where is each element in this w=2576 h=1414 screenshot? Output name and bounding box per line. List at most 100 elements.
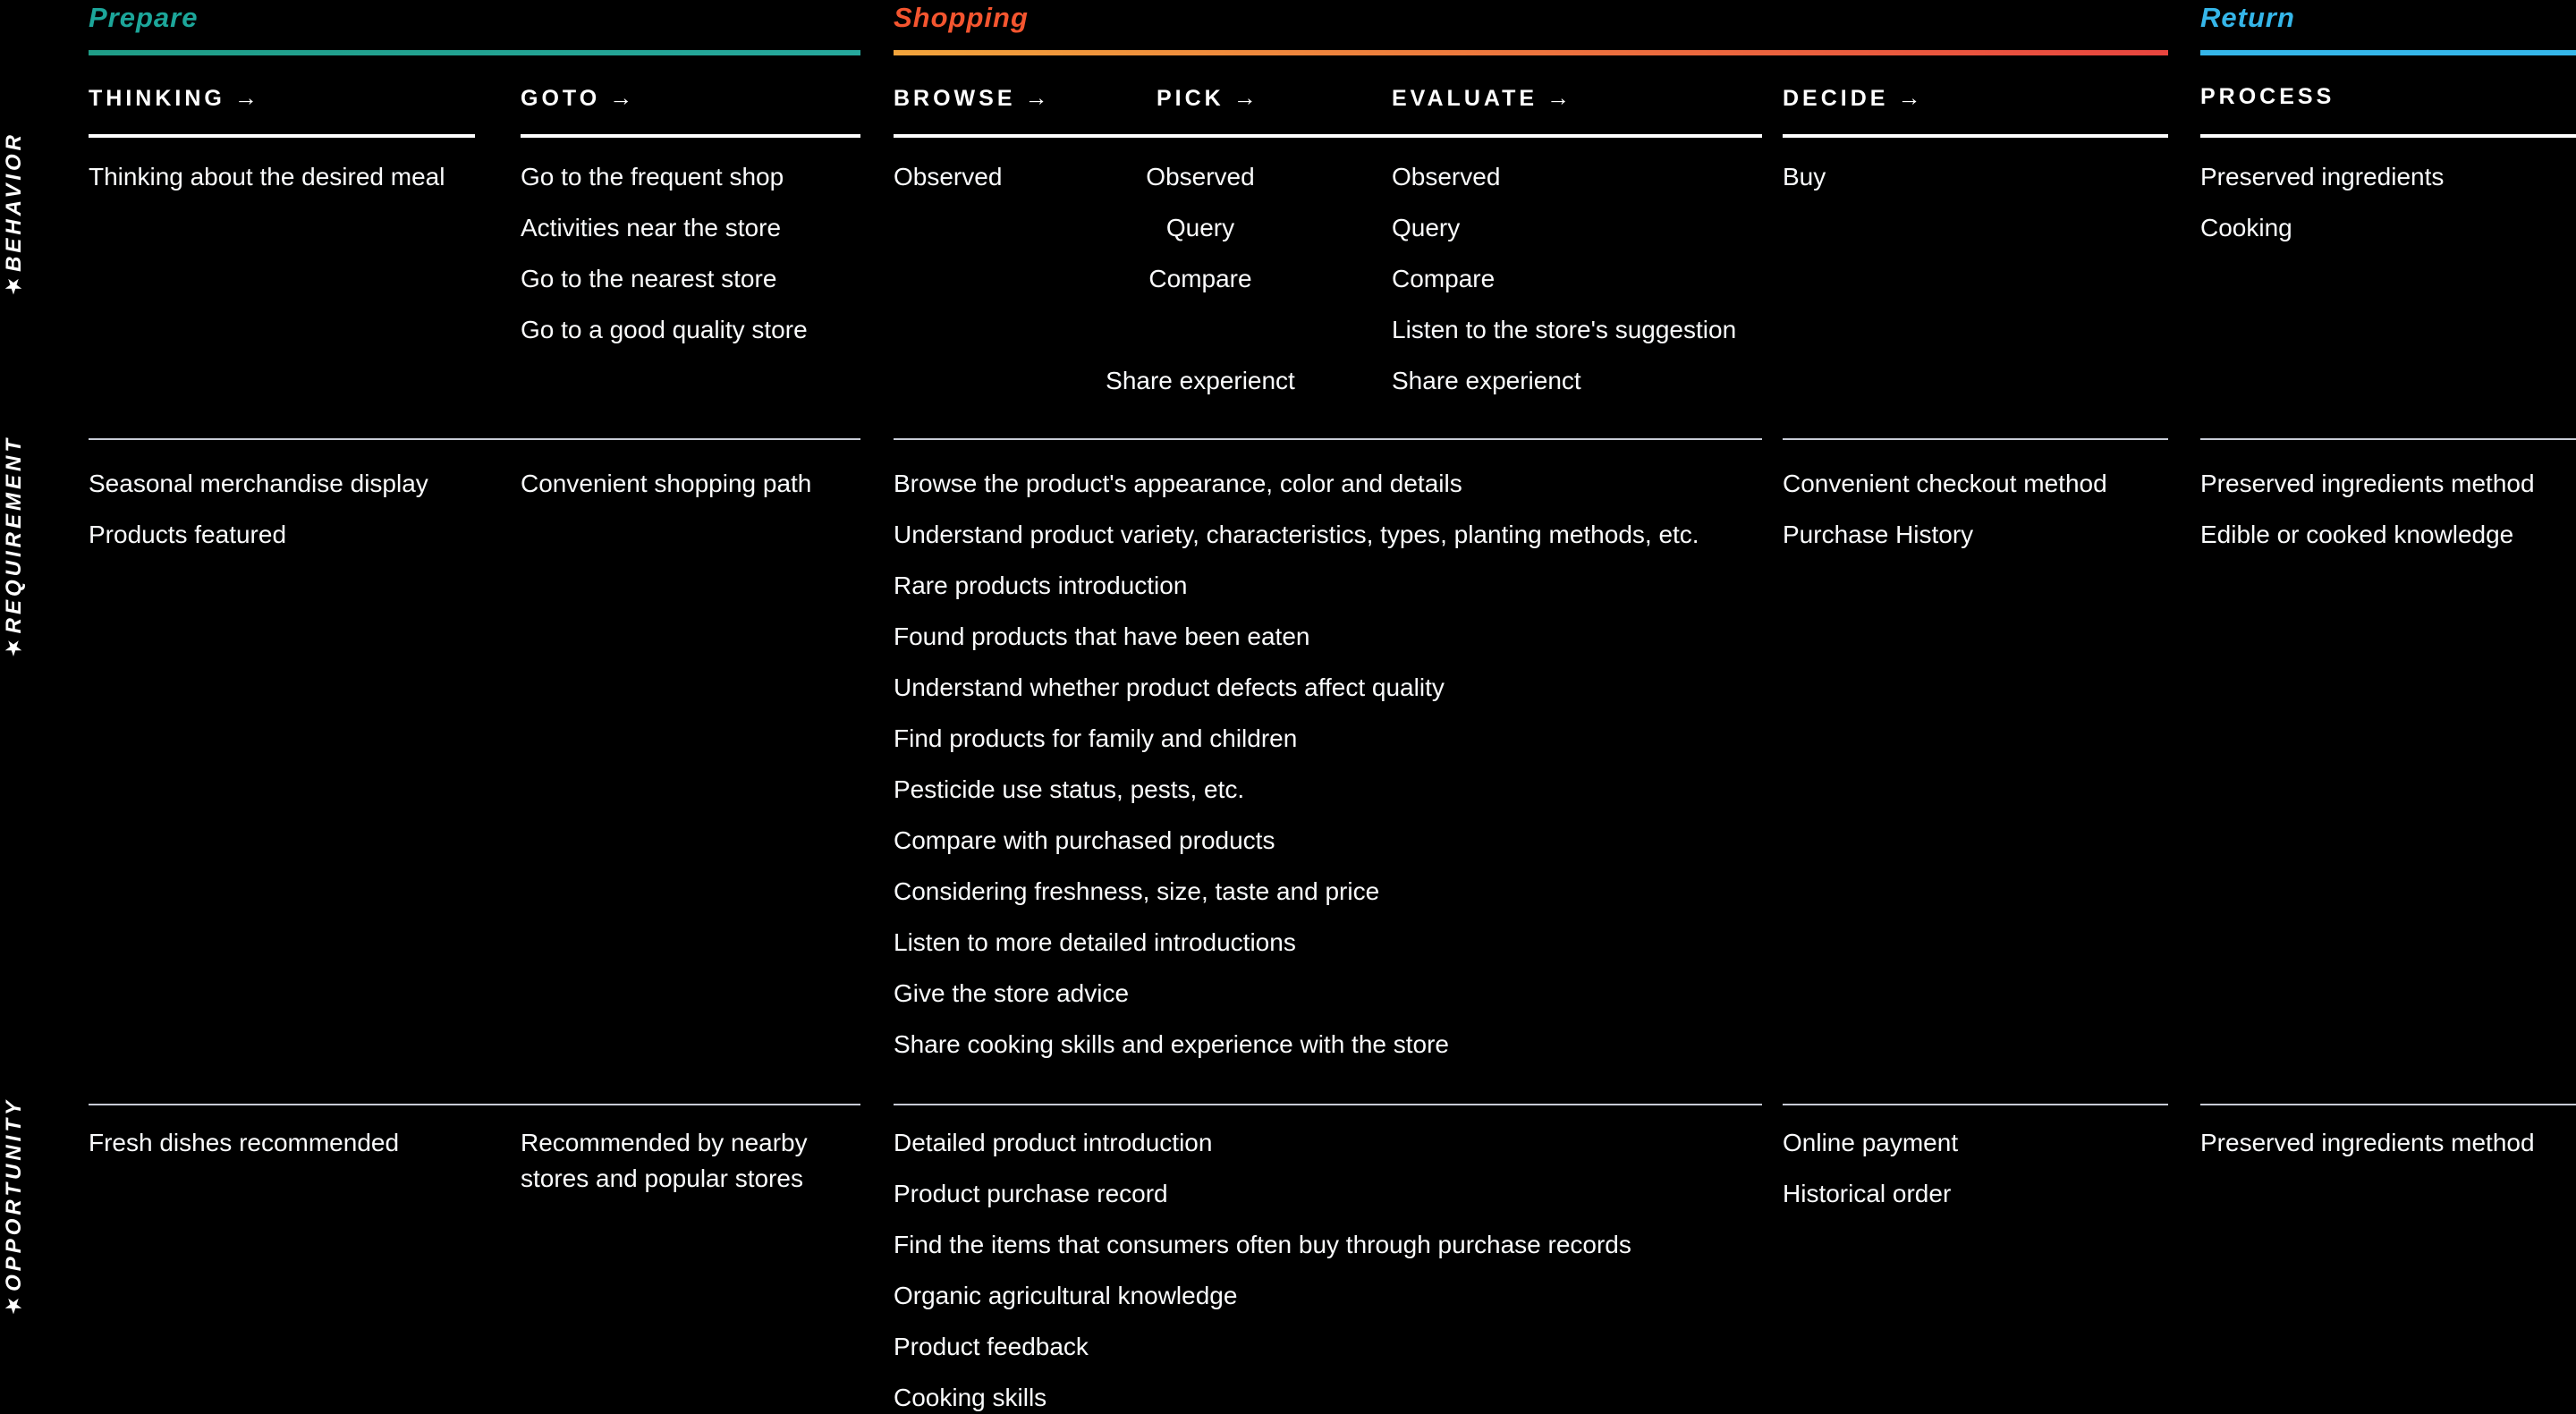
text-line: Fresh dishes recommended bbox=[89, 1129, 400, 1156]
text-line: Query bbox=[1165, 214, 1235, 241]
cell-behavior-pick: Observed Query Compare Share experienct bbox=[1066, 159, 1335, 414]
cell-behavior-thinking: Thinking about the desired meal bbox=[89, 159, 509, 210]
text-line: Cooking skills bbox=[894, 1384, 1047, 1411]
cell-opportunity-decide: Online payment Historical order bbox=[1783, 1125, 2176, 1227]
cell-behavior-evaluate: Observed Query Compare Listen to the store'… bbox=[1392, 159, 1776, 414]
text-line: Preserved ingredients method bbox=[2200, 1129, 2535, 1156]
text-line: Understand product variety, characterist… bbox=[894, 521, 1699, 548]
row-separator bbox=[2200, 438, 2576, 440]
text-line: Historical order bbox=[1783, 1180, 1952, 1207]
column-underline-decide bbox=[1783, 134, 2168, 138]
column-header-goto: GOTO → bbox=[521, 84, 632, 112]
text-line: Seasonal merchandise display bbox=[89, 470, 428, 497]
column-header-pick: PICK → bbox=[1157, 84, 1257, 112]
phase-title-prepare: Prepare bbox=[89, 2, 199, 33]
column-header-process: PROCESS bbox=[2200, 84, 2334, 110]
text-line: Convenient checkout method bbox=[1783, 470, 2107, 497]
arrow-right-icon: → bbox=[609, 84, 633, 111]
text-line: Activities near the store bbox=[521, 214, 782, 241]
row-separator bbox=[2200, 1104, 2576, 1105]
text-line: Preserved ingredients method bbox=[2200, 470, 2535, 497]
text-line: Products featured bbox=[89, 521, 287, 548]
cell-requirement-goto: Convenient shopping path bbox=[521, 466, 878, 517]
column-header-goto-label: GOTO bbox=[521, 86, 601, 111]
column-header-thinking: THINKING → bbox=[89, 84, 258, 112]
cell-opportunity-thinking: Fresh dishes recommended bbox=[89, 1125, 509, 1176]
cell-requirement-shopping: Browse the product's appearance, color a… bbox=[894, 466, 1788, 1078]
cell-requirement-thinking: Seasonal merchandise display Products fea… bbox=[89, 466, 509, 568]
column-header-decide: DECIDE → bbox=[1783, 84, 1920, 112]
text-line: Online payment bbox=[1783, 1129, 1959, 1156]
text-line: Purchase History bbox=[1783, 521, 1974, 548]
side-label-behavior-text: BEHAVIOR bbox=[2, 131, 26, 272]
row-separator bbox=[1783, 1104, 2168, 1105]
text-line: Find products for family and children bbox=[894, 724, 1298, 752]
text-line: Find the items that consumers often buy … bbox=[894, 1231, 1631, 1258]
text-line: Compare with purchased products bbox=[894, 826, 1275, 854]
text-line: Listen to more detailed introductions bbox=[894, 928, 1296, 956]
row-separator bbox=[894, 1104, 1762, 1105]
cell-behavior-goto: Go to the frequent shop Activities near t… bbox=[521, 159, 878, 363]
side-label-opportunity: ★OPPORTUNITY bbox=[2, 1097, 27, 1318]
text-line: Considering freshness, size, taste and p… bbox=[894, 877, 1380, 905]
column-header-evaluate: EVALUATE → bbox=[1392, 84, 1570, 112]
cell-opportunity-goto: Recommended by nearby stores and popular… bbox=[521, 1125, 860, 1212]
text-line: Observed bbox=[1392, 163, 1501, 191]
row-separator bbox=[89, 438, 860, 440]
arrow-right-icon: → bbox=[1233, 84, 1257, 111]
column-underline-shopping bbox=[894, 134, 1762, 138]
text-line: Thinking about the desired meal bbox=[89, 163, 445, 191]
column-header-decide-label: DECIDE bbox=[1783, 86, 1889, 111]
side-label-requirement-text: REQUIREMENT bbox=[2, 436, 26, 634]
arrow-right-icon: → bbox=[1024, 84, 1048, 111]
phase-title-return: Return bbox=[2200, 2, 2295, 33]
text-line: Share cooking skills and experience with… bbox=[894, 1030, 1450, 1058]
star-icon: ★ bbox=[2, 1291, 26, 1318]
arrow-right-icon: → bbox=[1546, 84, 1571, 111]
phase-title-shopping: Shopping bbox=[894, 2, 1029, 33]
column-header-browse: BROWSE → bbox=[894, 84, 1048, 112]
column-header-process-label: PROCESS bbox=[2200, 84, 2335, 109]
text-line: Understand whether product defects affec… bbox=[894, 673, 1445, 701]
text-line bbox=[1066, 312, 1335, 348]
text-line: Product feedback bbox=[894, 1333, 1089, 1360]
text-line: Preserved ingredients bbox=[2200, 163, 2445, 191]
column-underline-process bbox=[2200, 134, 2576, 138]
text-line: Compare bbox=[1148, 265, 1252, 292]
column-header-browse-label: BROWSE bbox=[894, 86, 1016, 111]
text-line: Compare bbox=[1392, 265, 1496, 292]
text-line: Rare products introduction bbox=[894, 572, 1188, 599]
arrow-right-icon: → bbox=[233, 84, 258, 111]
text-line: Observed bbox=[1146, 163, 1255, 191]
column-header-pick-label: PICK bbox=[1157, 86, 1224, 111]
row-separator bbox=[894, 438, 1762, 440]
text-line: Convenient shopping path bbox=[521, 470, 812, 497]
cell-behavior-decide: Buy bbox=[1783, 159, 2167, 210]
column-underline-thinking bbox=[89, 134, 475, 138]
side-label-behavior: ★BEHAVIOR bbox=[2, 131, 27, 299]
star-icon: ★ bbox=[2, 271, 26, 299]
phase-underline-shopping bbox=[894, 50, 2168, 55]
text-line: Share experienct bbox=[1106, 367, 1295, 394]
text-line: Edible or cooked knowledge bbox=[2200, 521, 2514, 548]
cell-requirement-decide: Convenient checkout method Purchase Histo… bbox=[1783, 466, 2176, 568]
text-line: Detailed product introduction bbox=[894, 1129, 1213, 1156]
row-separator bbox=[1783, 438, 2168, 440]
text-line: Give the store advice bbox=[894, 979, 1130, 1007]
text-line: Recommended by nearby stores and popular… bbox=[521, 1129, 808, 1192]
cell-opportunity-process: Preserved ingredients method bbox=[2200, 1125, 2576, 1176]
row-separator bbox=[89, 1104, 860, 1105]
text-line: Buy bbox=[1783, 163, 1826, 191]
cell-requirement-process: Preserved ingredients method Edible or co… bbox=[2200, 466, 2576, 568]
side-label-requirement: ★REQUIREMENT bbox=[2, 436, 27, 660]
side-label-opportunity-text: OPPORTUNITY bbox=[2, 1097, 26, 1291]
text-line: Query bbox=[1392, 214, 1461, 241]
star-icon: ★ bbox=[2, 633, 26, 661]
text-line: Product purchase record bbox=[894, 1180, 1168, 1207]
text-line: Found products that have been eaten bbox=[894, 622, 1310, 650]
column-header-thinking-label: THINKING bbox=[89, 86, 225, 111]
text-line: Go to the frequent shop bbox=[521, 163, 784, 191]
cell-opportunity-shopping: Detailed product introduction Product pur… bbox=[894, 1125, 1788, 1414]
cell-behavior-process: Preserved ingredients Cooking bbox=[2200, 159, 2576, 261]
